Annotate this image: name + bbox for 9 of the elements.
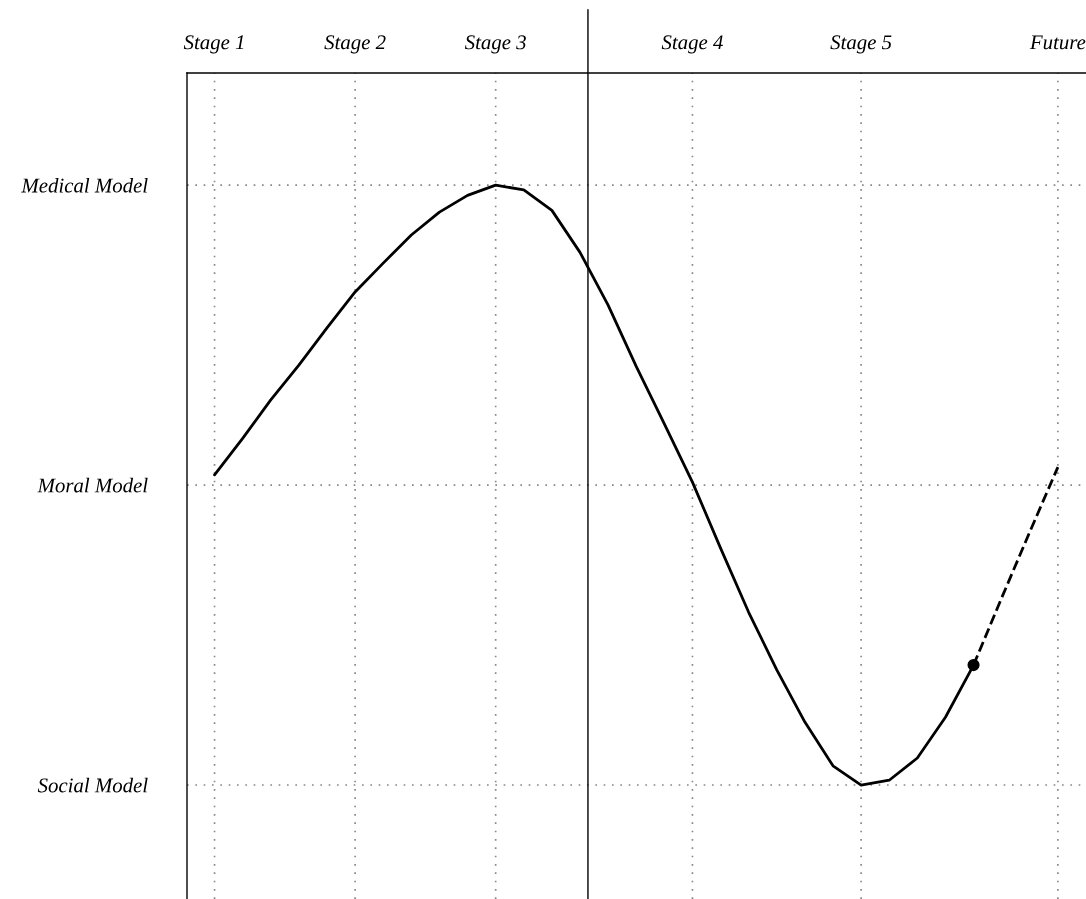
text: Medical Model <box>21 177 148 193</box>
x-tick-label: Stage 3 <box>464 35 526 54</box>
x-tick-label: Stage 1 <box>183 35 244 54</box>
x-tick-label: Stage 2 <box>324 35 386 54</box>
text: Social Model <box>37 777 148 793</box>
x-tick-label: Future <box>1029 35 1086 50</box>
text: Moral Model <box>37 477 148 493</box>
x-tick-label: Stage 4 <box>661 35 723 54</box>
x-tick-label: Stage 5 <box>830 35 892 54</box>
